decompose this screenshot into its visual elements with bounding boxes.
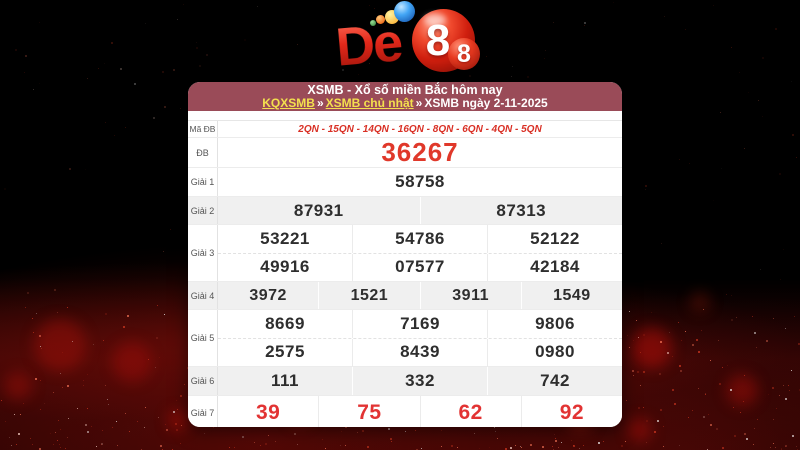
ma-db-codes: 2QN - 15QN - 14QN - 16QN - 8QN - 6QN - 4… — [298, 123, 542, 135]
row-label-giai-7: Giải 7 — [188, 396, 218, 427]
decor-ball-orange-icon — [376, 15, 385, 24]
decor-ball-blue-icon — [394, 1, 415, 22]
prize-number: 39 — [255, 400, 281, 424]
prize-number: 7169 — [352, 310, 487, 338]
row-label-giai-2: Giải 2 — [188, 197, 218, 224]
prize-number: 742 — [487, 367, 622, 395]
breadcrumb-link-xsmb-chu-nhat[interactable]: XSMB chủ nhật — [325, 96, 414, 110]
prize-number: 332 — [352, 367, 487, 395]
header-spacer — [188, 111, 622, 121]
prize-number: 62 — [419, 396, 521, 427]
decor-ball-green-icon — [370, 20, 376, 26]
breadcrumb-link-kqxsmb[interactable]: KQXSMB — [262, 96, 315, 110]
prize-number: 92 — [520, 396, 622, 427]
prize-number: 87931 — [293, 200, 344, 220]
prize-number: 8439 — [352, 338, 487, 366]
prize-number: 58758 — [395, 172, 445, 191]
prize-number: 111 — [271, 371, 299, 390]
special-prize-number: 36267 — [381, 137, 459, 167]
table-row-db: ĐB 36267 — [188, 137, 622, 168]
prize-number: 3972 — [249, 286, 287, 304]
prize-number: 87313 — [419, 197, 623, 224]
table-row-ma-db: Mã ĐB 2QN - 15QN - 14QN - 16QN - 8QN - 6… — [188, 121, 622, 138]
table-row-giai-3: Giải 3 53221 54786 52122 49916 07577 421… — [188, 225, 622, 282]
breadcrumb-separator: » — [415, 96, 423, 110]
table-row-giai-2: Giải 2 87931 87313 — [188, 197, 622, 225]
row-label-db: ĐB — [188, 138, 218, 167]
breadcrumb-separator: » — [316, 96, 324, 110]
row-label-giai-6: Giải 6 — [188, 367, 218, 395]
row-label-giai-5: Giải 5 — [188, 310, 218, 366]
row-label-giai-3: Giải 3 — [188, 225, 218, 281]
table-row-giai-6: Giải 6 111 332 742 — [188, 367, 622, 396]
row-label-ma-db: Mã ĐB — [188, 121, 218, 137]
prize-number: 49916 — [260, 257, 310, 277]
prize-number: 53221 — [260, 228, 310, 248]
de88-logo: De 8 8 — [0, 0, 480, 85]
prize-number: 42184 — [487, 253, 622, 281]
table-row-giai-4: Giải 4 3972 1521 3911 1549 — [188, 282, 622, 310]
breadcrumb: KQXSMB» XSMB chủ nhật» XSMB ngày 2-11-2025 — [188, 97, 622, 110]
prize-number: 07577 — [352, 253, 487, 281]
prize-number: 3911 — [419, 282, 521, 309]
results-title: XSMB - Xổ số miền Bắc hôm nay — [307, 83, 503, 97]
prize-number: 0980 — [487, 338, 622, 366]
prize-number: 1521 — [318, 282, 419, 309]
prize-number: 54786 — [352, 225, 487, 253]
results-header: XSMB - Xổ số miền Bắc hôm nay KQXSMB» XSM… — [188, 82, 622, 111]
prize-number: 8669 — [265, 313, 305, 333]
table-row-giai-5: Giải 5 8669 7169 9806 2575 8439 0980 — [188, 310, 622, 367]
breadcrumb-current: XSMB ngày 2-11-2025 — [424, 96, 548, 110]
logo-small-ball-icon: 8 — [448, 38, 480, 70]
lottery-results-panel: XSMB - Xổ số miền Bắc hôm nay KQXSMB» XSM… — [188, 82, 622, 427]
ball-glare — [424, 14, 446, 26]
prize-number: 2575 — [265, 342, 305, 362]
table-row-giai-7: Giải 7 39 75 62 92 — [188, 396, 622, 427]
table-row-giai-1: Giải 1 58758 — [188, 168, 622, 197]
logo-text-de: De — [333, 12, 404, 78]
row-label-giai-1: Giải 1 — [188, 168, 218, 196]
logo-small-eight: 8 — [457, 40, 471, 68]
prize-number: 9806 — [487, 310, 622, 338]
row-label-giai-4: Giải 4 — [188, 282, 218, 309]
prize-number: 75 — [318, 396, 419, 427]
prize-number: 1549 — [520, 282, 622, 309]
prize-number: 52122 — [487, 225, 622, 253]
logo-big-eight: 8 — [425, 16, 451, 65]
